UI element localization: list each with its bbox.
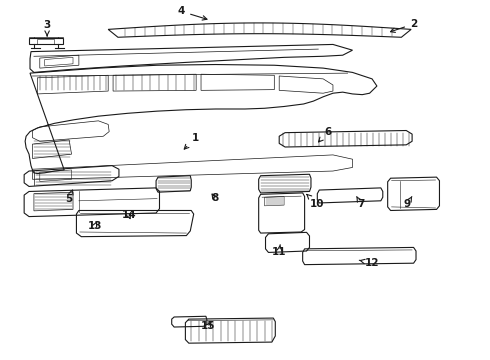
- Text: 2: 2: [391, 19, 417, 32]
- Text: 15: 15: [201, 321, 216, 331]
- Text: 12: 12: [359, 258, 379, 268]
- Text: 6: 6: [318, 127, 332, 142]
- Text: 5: 5: [66, 190, 73, 204]
- Text: 8: 8: [211, 193, 219, 203]
- Text: 14: 14: [122, 210, 136, 220]
- Text: 4: 4: [178, 6, 207, 20]
- Text: 3: 3: [44, 20, 51, 36]
- Text: 10: 10: [307, 194, 324, 210]
- Text: 13: 13: [88, 221, 102, 230]
- Text: 1: 1: [184, 133, 199, 149]
- Text: 11: 11: [272, 245, 287, 257]
- Text: 7: 7: [357, 197, 365, 210]
- Text: 9: 9: [404, 197, 412, 210]
